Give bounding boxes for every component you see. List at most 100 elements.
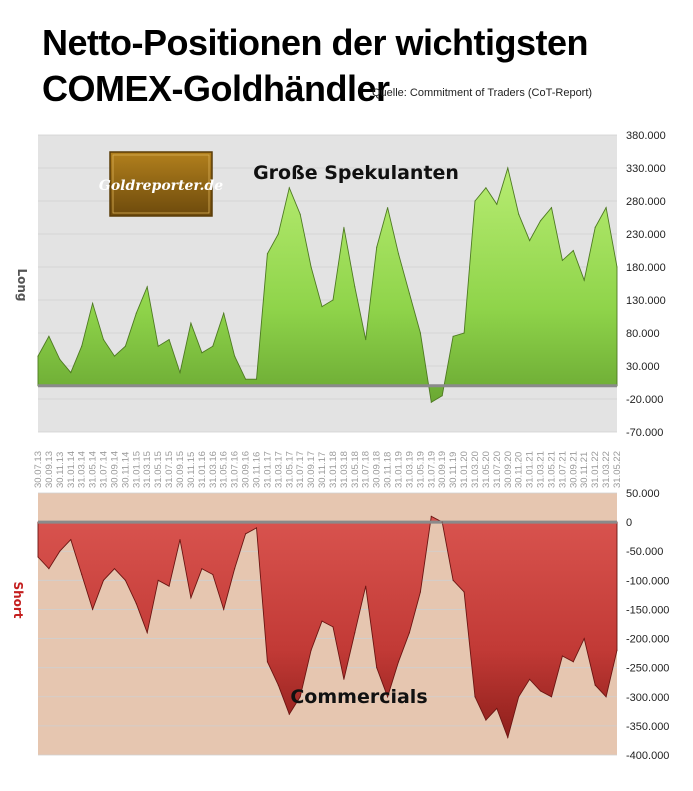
- annotation-spec: Große Spekulanten: [253, 162, 459, 184]
- comm-data-point: [452, 579, 454, 581]
- spec-data-point: [223, 312, 225, 314]
- x-tick-label: 31.07.14: [99, 451, 110, 488]
- comm-data-point: [594, 684, 596, 686]
- spec-y-tick: 130.000: [626, 295, 666, 307]
- comm-data-point: [332, 626, 334, 628]
- spec-data-point: [518, 213, 520, 215]
- x-tick-label: 30.09.19: [437, 451, 448, 488]
- x-tick-label: 30.09.21: [568, 451, 579, 488]
- x-tick-label: 31.03.18: [339, 451, 350, 488]
- comm-data-point: [212, 573, 214, 576]
- comm-data-point: [190, 597, 192, 599]
- logo-box: [109, 151, 213, 217]
- spec-data-point: [59, 358, 61, 360]
- comm-data-point: [135, 603, 137, 605]
- comm-data-point: [201, 568, 203, 570]
- x-tick-label: 31.03.19: [404, 451, 415, 488]
- spec-data-point: [572, 249, 574, 252]
- spec-data-point: [354, 286, 356, 288]
- comm-data-point: [48, 568, 50, 570]
- x-tick-label: 31.07.21: [557, 451, 568, 488]
- spec-data-point: [496, 203, 498, 205]
- x-tick-label: 31.05.17: [284, 451, 295, 488]
- x-tick-label: 31.05.16: [219, 451, 230, 488]
- x-tick-label: 30.11.21: [579, 452, 590, 488]
- x-tick-label: 31.03.17: [273, 451, 284, 488]
- spec-data-point: [474, 200, 476, 202]
- spec-data-point: [376, 246, 378, 248]
- comm-data-point: [561, 655, 563, 657]
- spec-data-point: [146, 286, 148, 288]
- comm-data-point: [386, 696, 389, 698]
- x-tick-label: 31.01.19: [394, 451, 405, 488]
- comm-data-point: [365, 585, 367, 587]
- comm-data-point: [157, 579, 159, 581]
- comm-data-point: [376, 667, 378, 669]
- comm-y-tick: -50.000: [626, 546, 663, 558]
- x-tick-label: 30.11.18: [383, 452, 394, 488]
- comm-data-point: [485, 719, 487, 721]
- x-tick-label: 31.05.18: [350, 451, 361, 488]
- comm-data-point: [463, 591, 465, 593]
- x-tick-label: 31.01.16: [197, 451, 208, 488]
- x-tick-label: 31.01.21: [525, 451, 536, 488]
- comm-data-point: [518, 696, 520, 698]
- x-tick-label: 30.09.14: [109, 451, 120, 488]
- spec-data-point: [365, 339, 367, 341]
- comm-data-point: [474, 696, 476, 698]
- spec-data-point: [507, 167, 509, 169]
- spec-data-point: [179, 372, 181, 374]
- spec-data-point: [386, 207, 389, 209]
- spec-data-point: [408, 292, 411, 294]
- x-tick-label: 31.03.14: [77, 451, 88, 488]
- bottom-y-axis: 50.000 0 -50.000 -100.000 -150.000 -200.000 -2…: [626, 488, 669, 762]
- spec-data-point: [332, 299, 334, 301]
- x-tick-label: 31.01.14: [66, 451, 77, 488]
- comm-data-point: [124, 579, 126, 581]
- spec-y-tick: 180.000: [626, 262, 666, 274]
- x-tick-label: 30.11.13: [55, 452, 66, 488]
- spec-data-point: [102, 339, 105, 341]
- spec-data-point: [539, 220, 542, 222]
- page-title-line2: COMEX-Goldhändler: [42, 68, 390, 109]
- comm-data-point: [441, 521, 443, 523]
- spec-data-point: [616, 266, 618, 268]
- spec-data-point: [529, 240, 531, 242]
- x-tick-label: 30.09.16: [241, 451, 252, 488]
- x-tick-label: 31.03.22: [601, 451, 612, 488]
- comm-y-tick: -150.000: [626, 604, 669, 616]
- comm-data-point: [507, 736, 509, 739]
- x-tick-label: 31.01.18: [328, 451, 339, 488]
- spec-data-point: [550, 207, 553, 209]
- logo-text: Goldreporter.de: [99, 178, 223, 194]
- spec-data-point: [135, 312, 137, 314]
- comm-data-point: [244, 533, 247, 535]
- spec-data-point: [485, 187, 487, 189]
- comm-data-point: [310, 649, 312, 651]
- x-tick-label: 30.11.20: [514, 452, 525, 488]
- spec-data-point: [92, 302, 94, 304]
- comm-y-tick: -200.000: [626, 634, 669, 646]
- comm-y-tick: -350.000: [626, 721, 669, 733]
- x-tick-label: 31.05.21: [546, 451, 557, 488]
- comm-data-point: [59, 550, 61, 552]
- comm-data-point: [539, 690, 542, 692]
- spec-data-point: [212, 345, 214, 347]
- spec-data-point: [190, 322, 192, 324]
- top-y-axis: 380.000 330.000 280.000 230.000 180.000 130.0…: [626, 130, 666, 439]
- comm-data-point: [234, 568, 236, 570]
- spec-data-point: [397, 253, 400, 255]
- x-tick-label: 30.09.17: [306, 451, 317, 488]
- spec-data-point: [321, 306, 323, 308]
- spec-data-point: [244, 378, 247, 380]
- spec-data-point: [441, 395, 443, 397]
- source-note: Quelle: Commitment of Traders (CoT-Repor…: [372, 87, 593, 99]
- x-tick-label: 31.05.19: [415, 451, 426, 488]
- x-tick-label: 31.01.15: [131, 451, 142, 488]
- spec-data-point: [288, 187, 290, 189]
- y-label-long: Long: [15, 268, 29, 301]
- spec-data-point: [430, 401, 432, 403]
- logo-inner-border: [112, 154, 210, 214]
- comm-data-point: [616, 649, 618, 651]
